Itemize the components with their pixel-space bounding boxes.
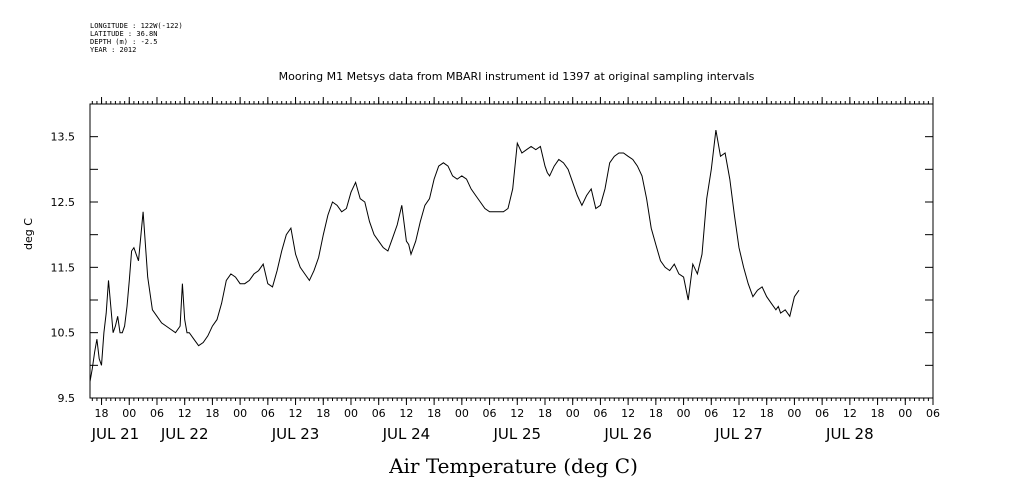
- x-hour-tick-label: 06: [150, 407, 164, 420]
- x-hour-tick-label: 18: [538, 407, 552, 420]
- x-date-label: JUL 25: [492, 425, 541, 443]
- x-hour-tick-label: 00: [787, 407, 801, 420]
- x-hour-tick-label: 18: [316, 407, 330, 420]
- x-hour-tick-label: 18: [427, 407, 441, 420]
- axis-tick-labels: 18 00 06 12 18 00 06 12 18 00 06 12 18 00 06 12 18 00 06 12…: [51, 131, 941, 443]
- x-date-label: JUL 24: [382, 425, 431, 443]
- x-hour-tick-label: 06: [593, 407, 607, 420]
- plot-frame: [89, 103, 934, 399]
- x-hour-tick-label: 00: [566, 407, 580, 420]
- x-date-label: JUL 28: [825, 425, 874, 443]
- x-hour-tick-label: 06: [815, 407, 829, 420]
- x-axis-title: Air Temperature (deg C): [389, 454, 638, 478]
- y-tick-label: 11.5: [51, 261, 76, 274]
- x-hour-tick-label: 06: [372, 407, 386, 420]
- x-hour-tick-label: 00: [122, 407, 136, 420]
- x-hour-tick-label: 06: [704, 407, 718, 420]
- x-hour-tick-label: 00: [677, 407, 691, 420]
- y-tick-label: 12.5: [51, 196, 76, 209]
- x-hour-tick-label: 12: [289, 407, 303, 420]
- chart-title: Mooring M1 Metsys data from MBARI instru…: [278, 70, 755, 83]
- x-hour-tick-label: 12: [399, 407, 413, 420]
- x-hour-tick-label: 18: [205, 407, 219, 420]
- metadata-block: LONGITUDE : 122W(-122) LATITUDE : 36.8N …: [90, 22, 183, 54]
- x-date-label: JUL 27: [714, 425, 763, 443]
- latitude-label: LATITUDE : 36.8N: [90, 30, 158, 38]
- x-date-label: JUL 23: [271, 425, 320, 443]
- x-hour-tick-label: 12: [510, 407, 524, 420]
- y-tick-label: 9.5: [58, 392, 76, 405]
- longitude-label: LONGITUDE : 122W(-122): [90, 22, 183, 30]
- depth-label: DEPTH (m) : -2.5: [90, 38, 158, 46]
- x-hour-tick-label: 06: [926, 407, 940, 420]
- x-hour-tick-label: 12: [732, 407, 746, 420]
- x-date-label: JUL 26: [603, 425, 652, 443]
- x-hour-tick-label: 06: [483, 407, 497, 420]
- axis-ticks: [90, 97, 934, 405]
- x-hour-tick-label: 00: [898, 407, 912, 420]
- x-hour-tick-label: 18: [95, 407, 109, 420]
- x-hour-tick-label: 18: [760, 407, 774, 420]
- y-tick-label: 10.5: [51, 327, 76, 340]
- air-temperature-line: [89, 130, 800, 382]
- x-hour-tick-label: 12: [843, 407, 857, 420]
- x-hour-tick-label: 00: [455, 407, 469, 420]
- x-hour-tick-label: 12: [621, 407, 635, 420]
- x-hour-tick-label: 06: [261, 407, 275, 420]
- x-date-label: JUL 22: [160, 425, 209, 443]
- x-date-label: JUL 21: [91, 425, 140, 443]
- year-label: YEAR : 2012: [90, 46, 137, 54]
- x-hour-tick-label: 12: [178, 407, 192, 420]
- x-hour-tick-label: 00: [344, 407, 358, 420]
- x-hour-tick-label: 18: [649, 407, 663, 420]
- y-tick-label: 13.5: [51, 131, 76, 144]
- x-hour-tick-label: 00: [233, 407, 247, 420]
- x-hour-tick-label: 18: [871, 407, 885, 420]
